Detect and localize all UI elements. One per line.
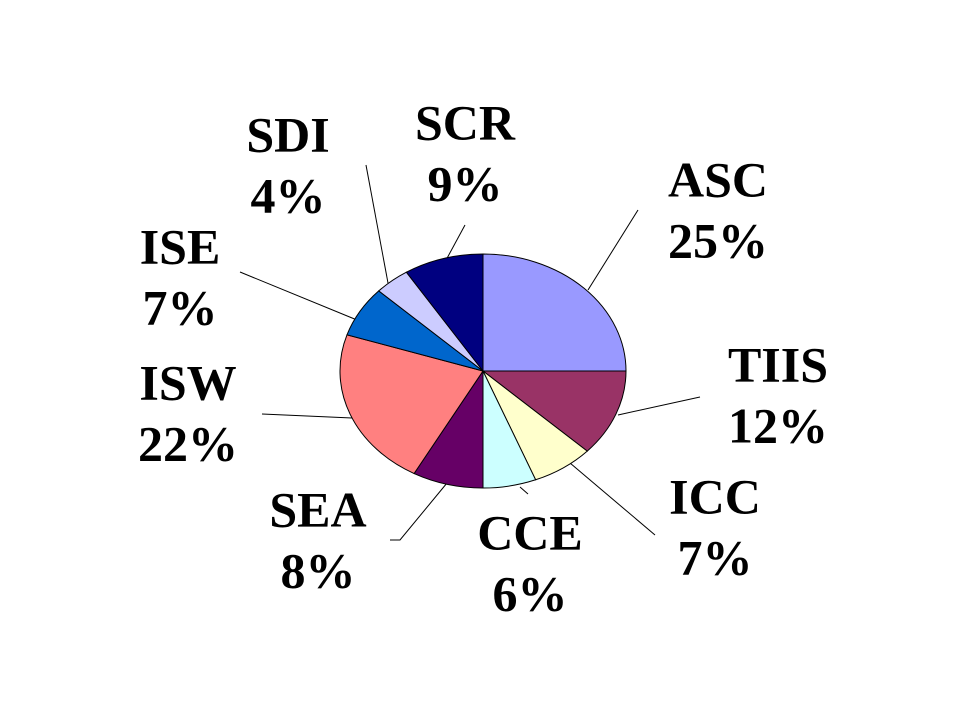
leader-line — [569, 462, 656, 536]
slice-label: ISE — [140, 218, 221, 274]
slice-label: SDI — [246, 106, 329, 162]
slice-value-label: 7% — [678, 529, 753, 585]
slice-label: ISW — [139, 354, 236, 410]
pie-slice — [482, 253, 627, 372]
leader-line — [390, 482, 448, 541]
leader-line — [239, 271, 358, 321]
leader-line — [261, 413, 353, 419]
slice-value-label: 7% — [143, 279, 218, 335]
slice-value-label: 8% — [281, 542, 356, 598]
slice-label: ASC — [668, 151, 768, 207]
leader-lines — [239, 164, 701, 541]
slice-value-label: 4% — [251, 167, 326, 223]
leader-line — [519, 486, 529, 495]
leader-line — [365, 164, 389, 284]
slice-value-label: 6% — [493, 565, 568, 621]
slice-label: ICC — [669, 468, 761, 524]
slice-value-label: 22% — [138, 415, 238, 471]
slice-value-label: 9% — [428, 155, 503, 211]
slice-label: CCE — [477, 504, 583, 560]
pie-slice — [405, 253, 484, 373]
slice-value-label: 25% — [668, 212, 768, 268]
leader-line — [587, 209, 639, 291]
leader-line — [444, 224, 466, 263]
pie-slice — [339, 334, 484, 475]
slice-value-label: 12% — [728, 397, 828, 453]
pie-slice — [481, 370, 627, 452]
slice-label: SEA — [269, 481, 366, 537]
leader-line — [617, 396, 701, 416]
slice-label: TIIS — [728, 336, 828, 392]
slice-label: SCR — [415, 94, 516, 150]
